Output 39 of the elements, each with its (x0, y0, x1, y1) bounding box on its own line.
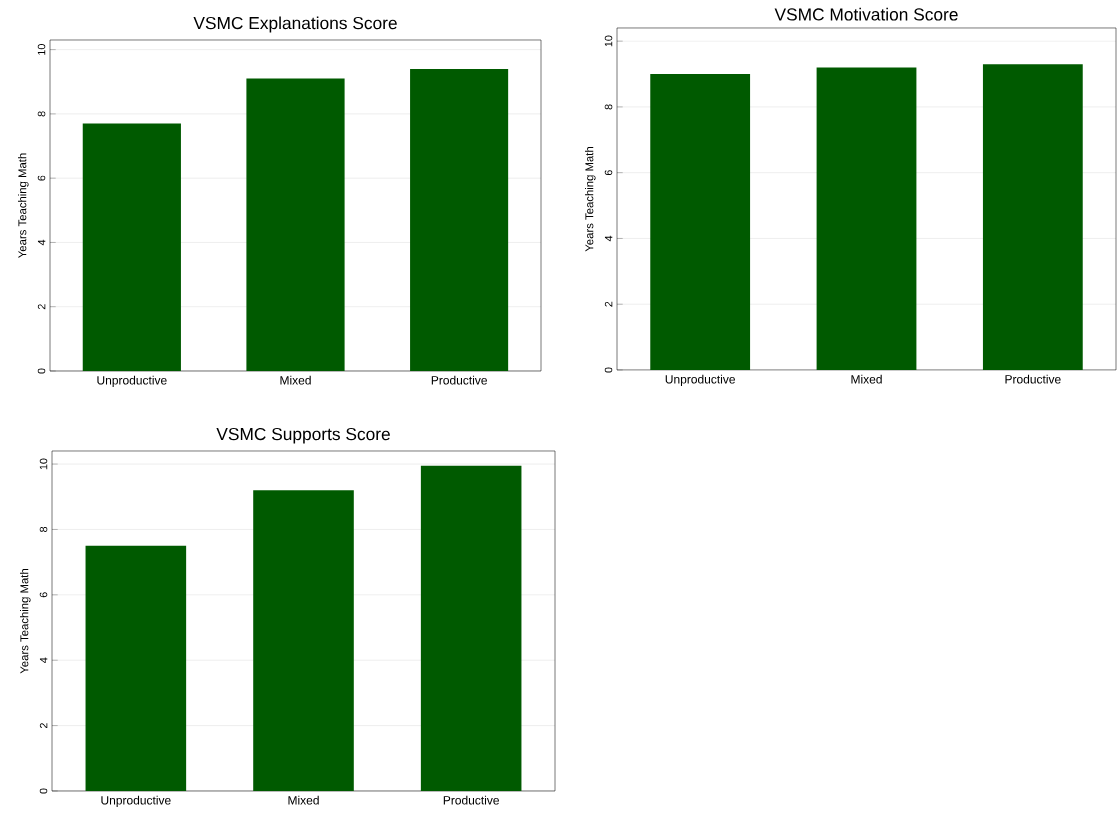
bar (410, 68, 509, 371)
y-tick-label: 4 (604, 235, 613, 242)
bar (420, 465, 522, 791)
chart-title: VSMC Motivation Score (774, 7, 958, 21)
x-tick-label: Unproductive (101, 795, 171, 807)
x-tick-label: Productive (443, 795, 499, 805)
x-tick-label: Productive (431, 375, 487, 385)
y-tick-label: 0 (604, 367, 613, 373)
y-tick-label: 6 (39, 592, 48, 598)
x-tick-label: Mixed (851, 374, 882, 384)
y-tick-label: 10 (604, 35, 613, 47)
y-tick-label: 2 (37, 304, 46, 310)
y-tick-label: 10 (37, 44, 46, 55)
chart-title: VSMC Supports Score (216, 427, 390, 444)
bar (82, 123, 181, 371)
y-axis-title: Years Teaching Math (18, 153, 29, 258)
bar (85, 545, 187, 791)
y-tick-label: 8 (37, 111, 46, 117)
y-tick-label: 8 (604, 104, 613, 110)
y-tick-label: 4 (37, 239, 46, 246)
y-axis-title: Years Teaching Math (20, 569, 31, 674)
y-tick-label: 4 (39, 657, 48, 663)
y-tick-label: 2 (604, 301, 613, 307)
bar (253, 490, 354, 791)
y-tick-label: 2 (39, 723, 48, 729)
x-tick-label: Unproductive (97, 375, 167, 387)
x-tick-label: Unproductive (665, 374, 735, 386)
y-axis-title: Years Teaching Math (585, 147, 596, 252)
y-tick-label: 6 (604, 170, 613, 176)
x-tick-label: Productive (1005, 374, 1061, 384)
x-tick-label: Mixed (280, 375, 311, 385)
y-tick-label: 6 (37, 175, 46, 181)
bar (246, 78, 345, 371)
y-tick-label: 8 (39, 526, 48, 532)
y-tick-label: 0 (37, 368, 46, 374)
y-tick-label: 10 (39, 458, 48, 470)
chart-title: VSMC Explanations Score (193, 16, 397, 33)
x-tick-label: Mixed (288, 795, 319, 805)
y-tick-label: 0 (39, 788, 48, 794)
